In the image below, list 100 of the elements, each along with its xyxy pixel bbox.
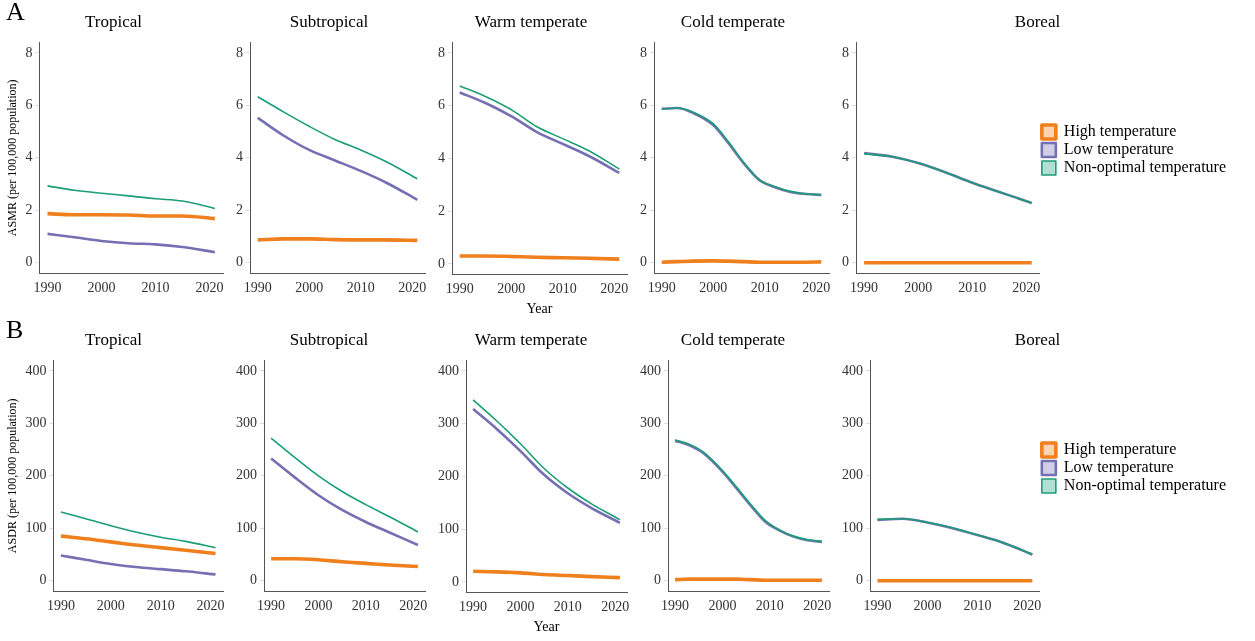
- y-tick-label: 4: [236, 149, 243, 165]
- legend-label: High temperature: [1063, 440, 1177, 459]
- y-tick-label: 300: [236, 415, 257, 431]
- y-tick-label: 200: [640, 467, 661, 483]
- x-tick-label: 2010: [141, 280, 170, 296]
- y-tick-label: 200: [25, 467, 47, 483]
- y-tick-label: 300: [438, 415, 459, 431]
- y-tick-label: 200: [438, 468, 459, 484]
- y-tick-label: 300: [640, 415, 661, 431]
- x-tick-label: 2020: [601, 599, 630, 615]
- y-tick-label: 2: [842, 201, 849, 217]
- y-tick-label: 100: [25, 519, 47, 535]
- chart-title: Subtropical: [289, 329, 369, 349]
- y-tick-label: 0: [856, 572, 863, 588]
- y-tick-label: 2: [438, 202, 445, 218]
- x-tick-label: 2010: [146, 598, 175, 614]
- x-tick-label: 2010: [548, 281, 577, 297]
- y-tick-label: 0: [654, 572, 661, 588]
- y-tick-label: 400: [25, 362, 47, 378]
- x-tick-label: 2020: [802, 280, 831, 296]
- y-tick-label: 100: [842, 519, 863, 535]
- text: B: [6, 314, 24, 344]
- x-tick-label: 2010: [351, 598, 380, 614]
- y-tick-label: 0: [250, 572, 257, 588]
- legend-label: Low temperature: [1063, 140, 1174, 159]
- legend-label: Non-optimal temperature: [1063, 476, 1227, 495]
- y-axis-title: ASMR (per 100,000 population): [5, 79, 20, 237]
- y-tick-label: 2: [25, 201, 33, 217]
- x-tick-label: 2000: [295, 280, 324, 296]
- y-tick-label: 6: [640, 97, 647, 113]
- x-tick-label: 2000: [497, 281, 526, 297]
- x-tick-label: 2010: [958, 280, 987, 296]
- x-tick-label: 2000: [87, 280, 116, 296]
- y-axis-title: ASDR (per 100,000 population): [5, 398, 20, 554]
- x-axis-title: Year: [526, 301, 553, 317]
- x-tick-label: 2020: [398, 280, 427, 296]
- y-tick-label: 200: [842, 467, 863, 483]
- x-tick-label: 1990: [257, 598, 286, 614]
- y-tick-label: 2: [640, 201, 647, 217]
- x-tick-label: 2000: [304, 598, 333, 614]
- x-tick-label: 1990: [863, 598, 892, 614]
- legend-label: Low temperature: [1063, 458, 1174, 477]
- chart-title: Warm temperate: [474, 329, 588, 349]
- y-tick-label: 0: [25, 254, 33, 270]
- x-tick-label: 2020: [196, 598, 225, 614]
- y-tick-label: 4: [842, 149, 849, 165]
- y-tick-label: 100: [236, 519, 257, 535]
- y-tick-label: 8: [236, 44, 243, 60]
- x-tick-label: 2000: [506, 599, 535, 615]
- x-tick-label: 2000: [708, 598, 737, 614]
- y-tick-label: 4: [640, 149, 647, 165]
- y-tick-label: 0: [39, 572, 47, 588]
- x-tick-label: 2020: [1013, 598, 1042, 614]
- y-tick-label: 6: [438, 97, 445, 113]
- y-tick-label: 8: [25, 44, 33, 60]
- x-tick-label: 1990: [46, 598, 75, 614]
- x-tick-label: 1990: [243, 280, 272, 296]
- legend-label: Non-optimal temperature: [1063, 158, 1227, 177]
- x-tick-label: 2000: [913, 598, 942, 614]
- y-tick-label: 6: [236, 97, 243, 113]
- y-tick-label: 4: [438, 150, 445, 166]
- x-tick-label: 2020: [399, 598, 428, 614]
- chart-title: Warm temperate: [474, 11, 588, 31]
- y-tick-label: 400: [236, 362, 257, 378]
- y-tick-label: 100: [438, 520, 459, 536]
- x-tick-label: 2020: [195, 280, 224, 296]
- text: A: [6, 0, 25, 26]
- x-tick-label: 1990: [647, 280, 676, 296]
- y-tick-label: 0: [236, 254, 243, 270]
- y-tick-label: 6: [25, 97, 33, 113]
- y-tick-label: 200: [236, 467, 257, 483]
- y-tick-label: 4: [25, 149, 33, 165]
- x-tick-label: 2010: [553, 599, 582, 615]
- y-tick-label: 400: [842, 362, 863, 378]
- y-tick-label: 0: [452, 573, 459, 589]
- x-tick-label: 2010: [750, 280, 779, 296]
- y-tick-label: 8: [842, 44, 849, 60]
- x-tick-label: 2000: [96, 598, 125, 614]
- chart-title: Tropical: [85, 329, 143, 349]
- y-tick-label: 400: [640, 362, 661, 378]
- x-tick-label: 2010: [755, 598, 784, 614]
- x-tick-label: 2020: [600, 281, 629, 297]
- legend-label: High temperature: [1063, 122, 1177, 141]
- y-tick-label: 300: [842, 415, 863, 431]
- chart-title: Cold temperate: [680, 329, 786, 349]
- x-tick-label: 1990: [850, 280, 879, 296]
- y-tick-label: 100: [640, 519, 661, 535]
- y-tick-label: 0: [438, 255, 445, 271]
- y-tick-label: 8: [438, 44, 445, 60]
- x-tick-label: 2020: [1012, 280, 1041, 296]
- chart-title: Boreal: [1014, 329, 1061, 349]
- x-axis-title: Year: [533, 619, 560, 635]
- y-tick-label: 0: [640, 254, 647, 270]
- chart-title: Tropical: [85, 11, 143, 31]
- y-tick-label: 6: [842, 97, 849, 113]
- x-tick-label: 1990: [459, 599, 488, 615]
- x-tick-label: 2020: [803, 598, 832, 614]
- x-tick-label: 1990: [445, 281, 474, 297]
- y-tick-label: 2: [236, 201, 243, 217]
- chart-title: Boreal: [1014, 11, 1061, 31]
